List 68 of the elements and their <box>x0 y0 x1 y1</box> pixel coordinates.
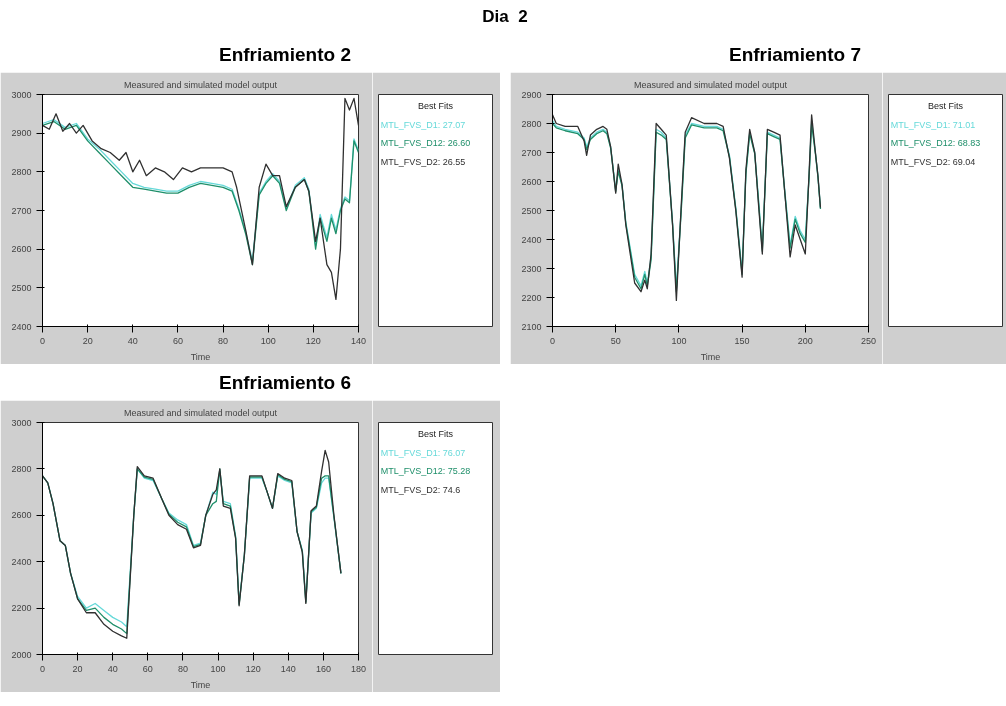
chart-subtitle: Measured and simulated model output <box>123 407 278 418</box>
x-tick-label: 160 <box>315 663 331 674</box>
text: MTL_FVS_D12: 26.60 <box>380 138 471 149</box>
y-tick-label: 2400 <box>521 234 542 245</box>
text: MTL_FVS_D1: 71.01 <box>890 119 976 130</box>
y-tick-label: 2800 <box>11 166 32 177</box>
chart-title: Enfriamiento 2 <box>219 43 351 67</box>
text: MTL_FVS_D12: 68.83 <box>890 138 981 149</box>
y-tick-label: 2900 <box>521 89 542 100</box>
x-tick-label: 60 <box>172 335 183 346</box>
y-tick-label: 2900 <box>11 128 32 139</box>
y-tick-label: 2600 <box>11 510 32 521</box>
x-tick-label: 40 <box>127 335 138 346</box>
x-tick-label: 100 <box>210 663 226 674</box>
y-tick-label: 2700 <box>11 205 32 216</box>
y-tick-label: 2500 <box>11 282 32 293</box>
text: MTL_FVS_D1: 76.07 <box>380 447 466 458</box>
text: MTL_FVS_D1: 27.07 <box>380 119 466 130</box>
legend-title: Best Fits <box>928 101 964 112</box>
x-tick-label: 120 <box>305 335 321 346</box>
x-tick-label: 60 <box>142 663 153 674</box>
x-tick-label: 180 <box>350 663 367 674</box>
x-axis-title: Time <box>190 351 211 362</box>
text: MTL_FVS_D2: 26.55 <box>380 156 466 167</box>
y-tick-label: 2000 <box>11 649 32 660</box>
y-tick-label: 2800 <box>11 463 32 474</box>
y-tick-label: 2700 <box>521 147 542 158</box>
y-tick-label: 2100 <box>521 321 542 332</box>
x-tick-label: 200 <box>797 335 813 346</box>
x-tick-label: 40 <box>107 663 118 674</box>
chart-subtitle: Measured and simulated model output <box>123 79 278 90</box>
x-tick-label: 250 <box>860 335 877 346</box>
x-tick-label: 50 <box>610 335 621 346</box>
text: MTL_FVS_D2: 74.6 <box>380 484 461 495</box>
legend-title: Best Fits <box>418 429 454 440</box>
y-tick-label: 2400 <box>11 556 32 567</box>
x-tick-label: 0 <box>40 663 46 674</box>
x-tick-label: 0 <box>40 335 46 346</box>
legend-title: Best Fits <box>418 101 454 112</box>
y-tick-label: 2800 <box>521 118 542 129</box>
text: MTL_FVS_D12: 75.28 <box>380 466 471 477</box>
x-tick-label: 20 <box>82 335 93 346</box>
x-tick-label: 0 <box>550 335 556 346</box>
x-tick-label: 100 <box>671 335 687 346</box>
x-axis-title: Time <box>700 351 721 362</box>
y-tick-label: 3000 <box>11 89 32 100</box>
x-tick-label: 150 <box>734 335 750 346</box>
text: Dia 2 <box>482 6 528 28</box>
x-tick-label: 120 <box>245 663 261 674</box>
x-tick-label: 100 <box>260 335 276 346</box>
y-tick-label: 2300 <box>521 263 542 274</box>
x-tick-label: 140 <box>350 335 367 346</box>
y-tick-label: 2600 <box>11 244 32 255</box>
x-axis-title: Time <box>190 679 211 690</box>
x-tick-label: 80 <box>177 663 188 674</box>
x-tick-label: 80 <box>218 335 229 346</box>
chart-title: Enfriamiento 7 <box>729 43 861 67</box>
chart-title: Enfriamiento 6 <box>219 371 351 395</box>
y-tick-label: 2600 <box>521 176 542 187</box>
y-tick-label: 3000 <box>11 417 32 428</box>
y-tick-label: 2200 <box>11 603 32 614</box>
y-tick-label: 2500 <box>521 205 542 216</box>
x-tick-label: 20 <box>72 663 83 674</box>
chart-subtitle: Measured and simulated model output <box>633 79 788 90</box>
text: MTL_FVS_D2: 69.04 <box>890 156 976 167</box>
x-tick-label: 140 <box>280 663 296 674</box>
y-tick-label: 2400 <box>11 321 32 332</box>
y-tick-label: 2200 <box>521 292 542 303</box>
